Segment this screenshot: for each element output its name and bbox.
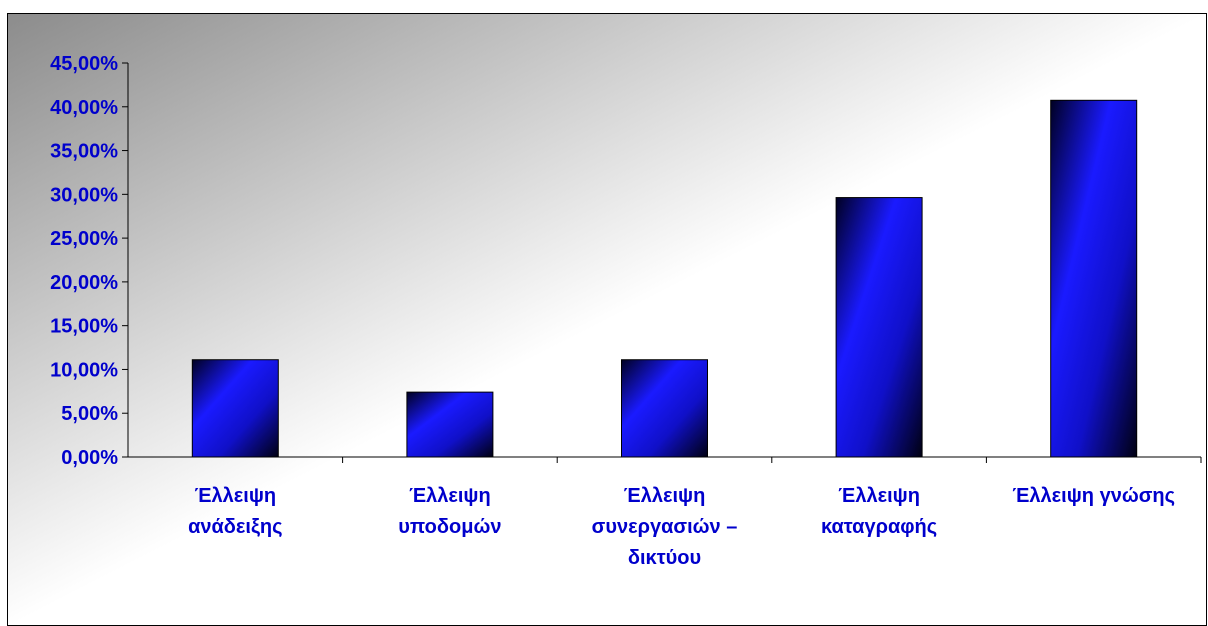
x-category-label-line: υποδομών [398,516,501,538]
x-category-label-line: Έλλειψη [194,485,276,507]
y-tick-label: 35,00% [50,141,118,163]
x-category-label-line: Έλλειψη [409,485,491,507]
bar [1050,99,1138,458]
x-category-label-line: Έλλειψη [838,485,920,507]
bar [406,391,494,458]
y-tick-label: 20,00% [50,272,118,294]
y-tick-label: 0,00% [61,447,118,469]
x-category-label: Έλλειψη γνώσης [1012,485,1175,507]
x-category-label-line: ανάδειξης [188,516,282,538]
chart-background [8,14,1206,625]
chart-frame: 0,00% 5,00% 10,00% 15,00% 20,00% 25,00% 30,00%… [7,13,1207,626]
x-category-label: Έλλειψη συνεργασιών – δικτύου [592,485,738,569]
bar [621,359,708,458]
x-category-label-line: συνεργασιών – [592,516,738,538]
y-tick-label: 15,00% [50,316,118,338]
bar [835,197,923,458]
bar-chart: 0,00% 5,00% 10,00% 15,00% 20,00% 25,00% 30,00%… [8,14,1206,625]
y-tick-label: 40,00% [50,97,118,119]
x-category-label-line: Έλλειψη [624,485,706,507]
x-category-label-line: δικτύου [628,547,701,569]
x-category-label: Έλλειψη καταγραφής [821,485,937,538]
y-tick-label: 10,00% [50,359,118,381]
y-tick-label: 30,00% [50,184,118,206]
y-tick-label: 25,00% [50,228,118,250]
x-category-label-line: Έλλειψη γνώσης [1012,485,1175,507]
y-tick-label: 45,00% [50,53,118,75]
x-category-label-line: καταγραφής [821,516,937,538]
x-category-label: Έλλειψη υποδομών [398,485,501,538]
x-category-label: Έλλειψη ανάδειξης [188,485,282,538]
bar [191,359,279,458]
y-tick-label: 5,00% [61,403,118,425]
